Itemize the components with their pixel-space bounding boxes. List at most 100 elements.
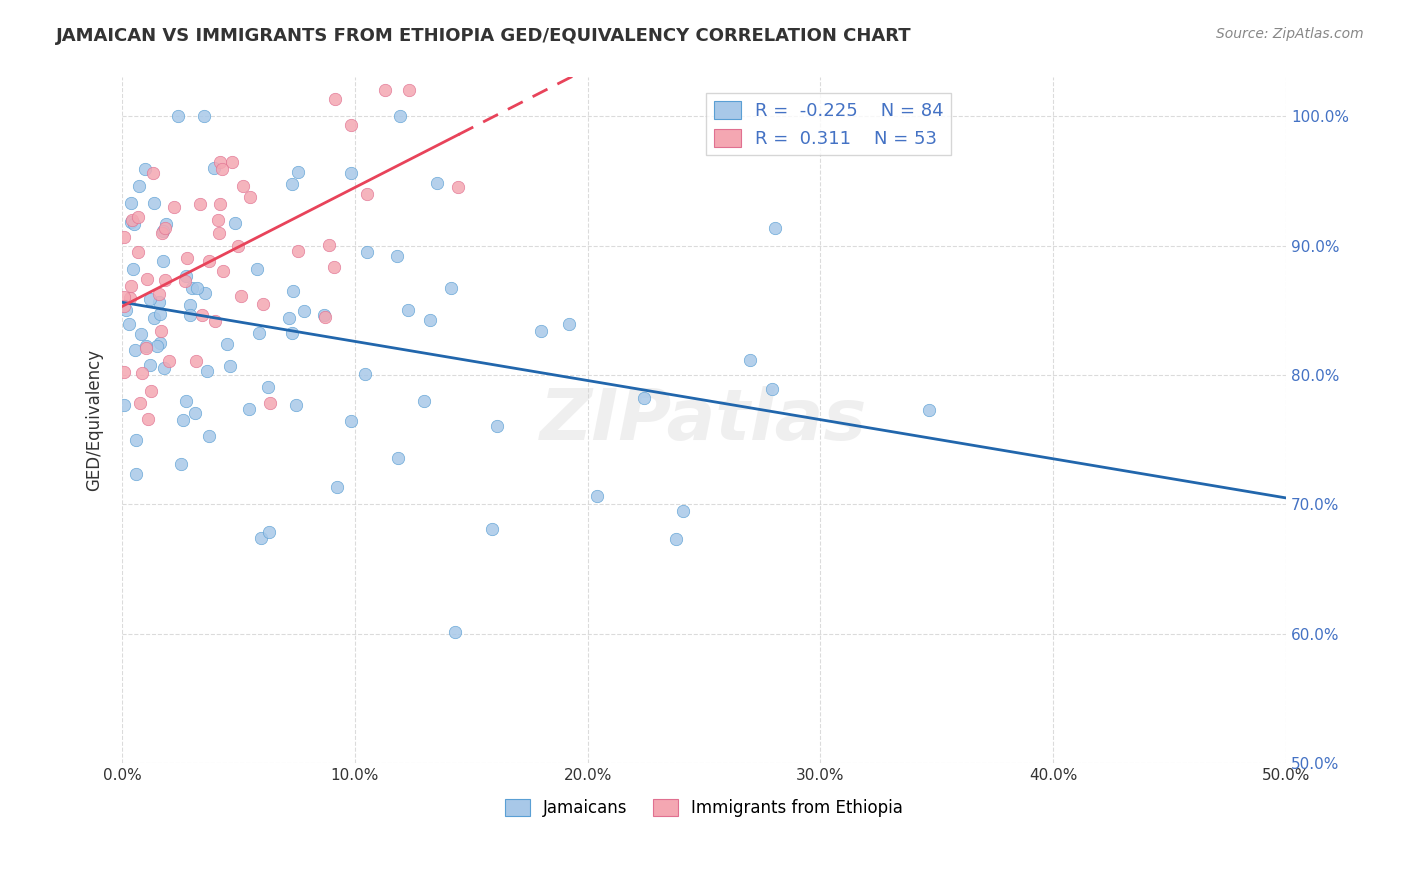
Point bbox=[285, 398, 308, 412]
Point bbox=[142, 310, 165, 325]
Point bbox=[481, 522, 503, 536]
Point bbox=[292, 304, 315, 318]
Point bbox=[249, 531, 271, 545]
Point bbox=[340, 165, 363, 179]
Point bbox=[191, 308, 214, 322]
Point bbox=[195, 364, 218, 378]
Text: JAMAICAN VS IMMIGRANTS FROM ETHIOPIA GED/EQUIVALENCY CORRELATION CHART: JAMAICAN VS IMMIGRANTS FROM ETHIOPIA GED… bbox=[56, 27, 912, 45]
Point bbox=[374, 83, 396, 97]
Point bbox=[340, 119, 363, 133]
Point bbox=[131, 366, 153, 380]
Point bbox=[217, 336, 239, 351]
Point bbox=[232, 178, 254, 193]
Point bbox=[738, 353, 761, 368]
Point bbox=[239, 190, 262, 204]
Point bbox=[209, 197, 232, 211]
Point bbox=[139, 384, 162, 398]
Point bbox=[259, 396, 281, 410]
Point bbox=[149, 325, 172, 339]
Point bbox=[139, 292, 162, 306]
Point bbox=[323, 92, 346, 106]
Point bbox=[194, 285, 217, 300]
Point bbox=[280, 326, 302, 340]
Point bbox=[188, 196, 211, 211]
Point bbox=[287, 165, 309, 179]
Point bbox=[128, 178, 150, 193]
Point bbox=[354, 367, 377, 381]
Point bbox=[221, 155, 243, 169]
Point bbox=[176, 394, 198, 409]
Point bbox=[339, 414, 361, 428]
Point bbox=[385, 250, 408, 264]
Point bbox=[247, 326, 270, 340]
Point bbox=[763, 221, 786, 235]
Point bbox=[671, 504, 693, 518]
Point bbox=[325, 480, 347, 494]
Point bbox=[152, 253, 174, 268]
Point bbox=[426, 176, 449, 190]
Point bbox=[129, 396, 152, 410]
Y-axis label: GED/Equivalency: GED/Equivalency bbox=[86, 350, 103, 491]
Point bbox=[125, 467, 148, 481]
Point bbox=[202, 161, 225, 175]
Point bbox=[166, 109, 188, 123]
Point bbox=[112, 365, 135, 379]
Point bbox=[356, 245, 378, 260]
Point bbox=[204, 314, 226, 328]
Point bbox=[122, 261, 145, 276]
Point bbox=[176, 252, 198, 266]
Point bbox=[283, 284, 305, 298]
Point bbox=[117, 317, 139, 331]
Point bbox=[356, 186, 378, 201]
Point bbox=[142, 166, 165, 180]
Point bbox=[153, 220, 176, 235]
Point bbox=[157, 354, 180, 368]
Point bbox=[207, 226, 229, 240]
Point bbox=[112, 398, 135, 412]
Point bbox=[136, 412, 159, 426]
Point bbox=[322, 260, 344, 275]
Point bbox=[148, 287, 170, 301]
Point bbox=[148, 294, 170, 309]
Point bbox=[155, 217, 177, 231]
Point bbox=[150, 226, 173, 240]
Legend: Jamaicans, Immigrants from Ethiopia: Jamaicans, Immigrants from Ethiopia bbox=[498, 792, 910, 823]
Point bbox=[208, 154, 231, 169]
Point bbox=[179, 308, 201, 322]
Point bbox=[440, 281, 463, 295]
Point bbox=[256, 379, 278, 393]
Point bbox=[112, 299, 135, 313]
Point bbox=[124, 343, 146, 357]
Point bbox=[149, 307, 172, 321]
Point bbox=[314, 310, 336, 324]
Point bbox=[112, 290, 135, 304]
Point bbox=[120, 196, 142, 211]
Point bbox=[318, 237, 340, 252]
Point bbox=[419, 313, 441, 327]
Point bbox=[179, 298, 201, 312]
Point bbox=[174, 274, 197, 288]
Point bbox=[184, 406, 207, 420]
Point bbox=[142, 195, 165, 210]
Point bbox=[115, 303, 138, 318]
Point bbox=[530, 324, 553, 338]
Point bbox=[398, 303, 420, 318]
Point bbox=[207, 213, 229, 227]
Point bbox=[761, 382, 783, 396]
Point bbox=[387, 450, 409, 465]
Point bbox=[226, 239, 249, 253]
Point bbox=[120, 215, 142, 229]
Point bbox=[186, 353, 208, 368]
Point bbox=[152, 361, 174, 376]
Point bbox=[238, 402, 260, 417]
Point bbox=[224, 216, 246, 230]
Point bbox=[172, 413, 194, 427]
Point bbox=[485, 419, 508, 434]
Point bbox=[193, 109, 215, 123]
Point bbox=[259, 524, 281, 539]
Point bbox=[124, 217, 146, 231]
Point bbox=[125, 433, 148, 447]
Point bbox=[129, 326, 152, 341]
Point bbox=[198, 254, 221, 268]
Point bbox=[211, 162, 233, 177]
